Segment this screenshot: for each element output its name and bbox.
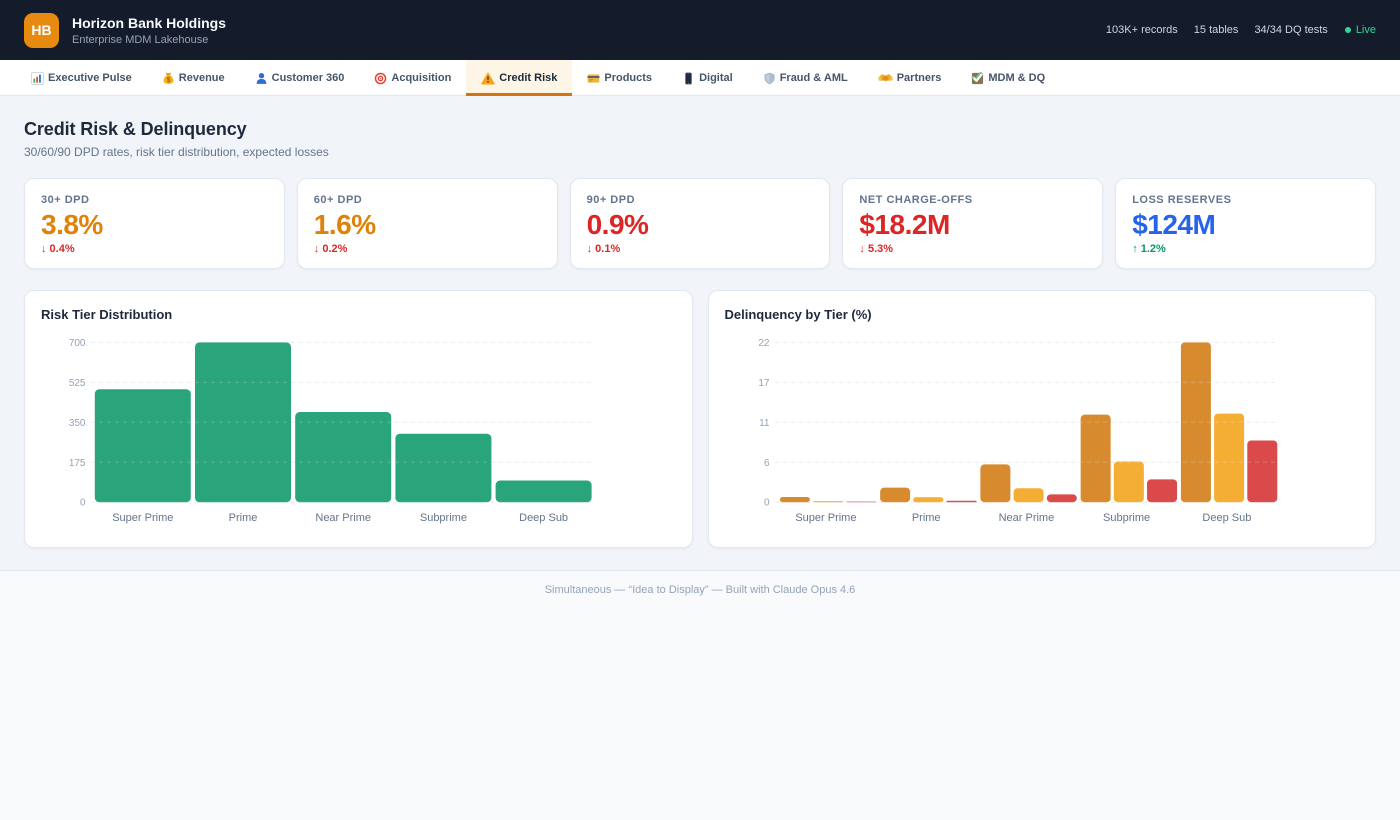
svg-text:525: 525 bbox=[69, 378, 86, 389]
svg-text:175: 175 bbox=[69, 458, 86, 469]
svg-text:Deep Sub: Deep Sub bbox=[1202, 512, 1251, 524]
svg-text:Deep Sub: Deep Sub bbox=[519, 512, 568, 524]
svg-text:Super Prime: Super Prime bbox=[795, 512, 856, 524]
svg-text:350: 350 bbox=[69, 418, 86, 429]
svg-text:0: 0 bbox=[80, 498, 86, 509]
svg-text:$: $ bbox=[166, 76, 170, 83]
svg-text:Subprime: Subprime bbox=[420, 512, 467, 524]
svg-text:Subprime: Subprime bbox=[1103, 512, 1150, 524]
svg-text:11: 11 bbox=[759, 418, 770, 429]
svg-text:Prime: Prime bbox=[911, 512, 940, 524]
svg-text:Near Prime: Near Prime bbox=[998, 512, 1054, 524]
svg-text:6: 6 bbox=[763, 458, 769, 469]
svg-text:Near Prime: Near Prime bbox=[315, 512, 371, 524]
svg-text:22: 22 bbox=[758, 338, 770, 349]
svg-text:17: 17 bbox=[758, 378, 770, 389]
svg-text:700: 700 bbox=[69, 338, 86, 349]
svg-text:Prime: Prime bbox=[229, 512, 258, 524]
svg-text:0: 0 bbox=[763, 498, 769, 509]
svg-text:Super Prime: Super Prime bbox=[112, 512, 173, 524]
